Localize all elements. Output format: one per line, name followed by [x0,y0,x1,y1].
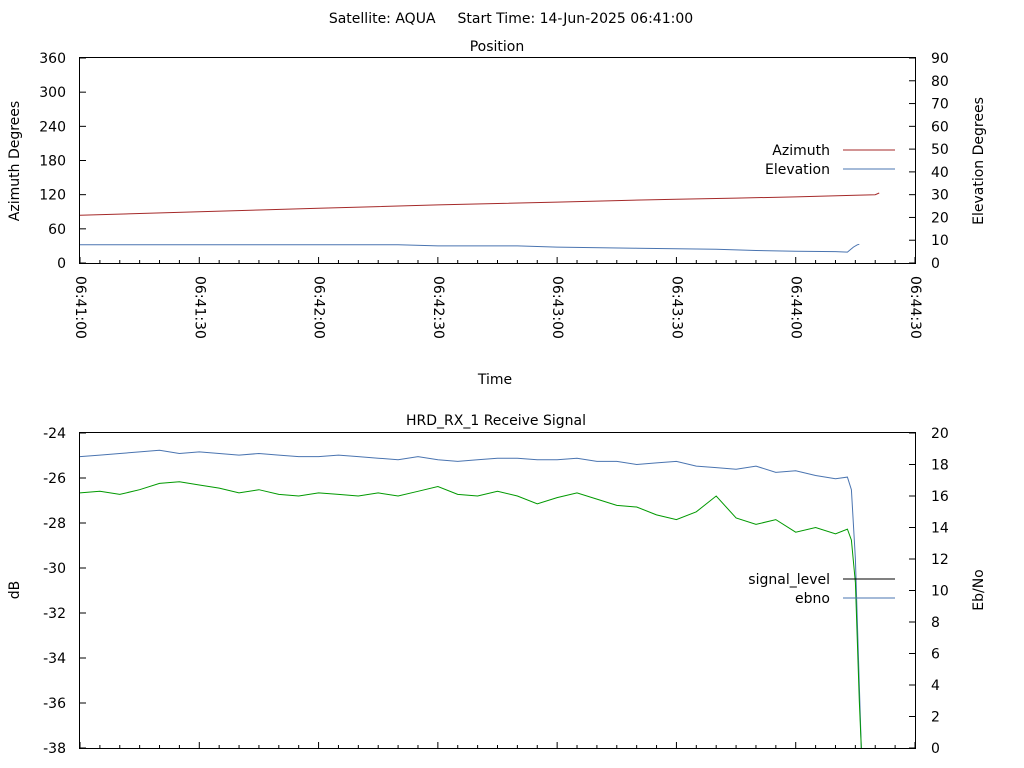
left-tick-label: -30 [43,561,66,577]
right-tick-label: 20 [931,426,949,442]
right-tick-label: 20 [931,210,949,226]
right-tick-label: 12 [931,552,949,568]
db-axis-label: dB [7,581,23,600]
right-tick-label: 90 [931,51,949,67]
right-tick-label: 30 [931,188,949,204]
start-time-label: Start Time: 14-Jun-2025 06:41:00 [458,11,694,27]
right-tick-label: 8 [931,615,940,631]
left-tick-label: 300 [39,85,66,101]
left-tick-label: -36 [43,696,66,712]
right-tick-label: 0 [931,256,940,272]
azimuth-axis-label: Azimuth Degrees [7,101,23,221]
chart-header: Satellite: AQUA Start Time: 14-Jun-2025 0… [329,11,693,27]
position-chart-frame [79,57,916,264]
receive-signal-chart-series [79,449,862,749]
legend-label: signal_level [748,572,830,588]
series-line-ebno [79,449,862,749]
right-tick-label: 50 [931,142,949,158]
position-chart-ticks: 0 60 120 180 240 300 360 0 10 20 30 40 50 60 70 80 90 06:… [39,51,949,339]
right-tick-label: 14 [931,521,949,537]
right-tick-label: 4 [931,678,940,694]
x-tick-label: 06:43:30 [668,276,684,339]
left-tick-label: 0 [57,256,66,272]
right-tick-label: 70 [931,97,949,113]
left-tick-label: -32 [43,606,66,622]
position-chart-series [79,192,880,253]
position-chart-xlabel: Time [477,372,512,388]
right-tick-label: 0 [931,741,940,757]
series-line-ebno-secondary [79,481,862,749]
x-tick-label: 06:41:30 [191,276,207,339]
elevation-axis-label: Elevation Degrees [971,97,987,225]
satellite-label: Satellite: AQUA [329,11,436,27]
left-tick-label: -26 [43,471,66,487]
right-tick-label: 40 [931,165,949,181]
right-tick-label: 18 [931,458,949,474]
left-tick-label: 60 [48,222,66,238]
left-tick-label: -34 [43,651,66,667]
right-tick-label: 60 [931,119,949,135]
left-tick-label: -38 [43,741,66,757]
left-tick-label: -28 [43,516,66,532]
x-tick-label: 06:42:30 [430,276,446,339]
legend-label: Azimuth [772,143,830,159]
right-tick-label: 6 [931,647,940,663]
left-tick-label: 360 [39,51,66,67]
series-line-elevation [80,243,860,253]
left-tick-label: 120 [39,188,66,204]
right-tick-label: 16 [931,489,949,505]
right-tick-label: 10 [931,584,949,600]
legend-label: Elevation [765,162,830,178]
x-tick-label: 06:44:30 [907,276,923,339]
left-tick-label: -24 [43,426,66,442]
right-tick-label: 2 [931,710,940,726]
receive-signal-chart-title: HRD_RX_1 Receive Signal [406,413,586,429]
legend-label: ebno [795,591,830,607]
receive-signal-chart-frame [79,432,916,749]
x-tick-label: 06:41:00 [72,276,88,339]
x-tick-label: 06:42:00 [311,276,327,339]
left-tick-label: 180 [39,154,66,170]
right-tick-label: 10 [931,233,949,249]
ebno-axis-label: Eb/No [971,569,987,611]
series-line-azimuth [79,192,880,216]
position-chart-legend: Azimuth Elevation [765,143,895,178]
position-chart: Position Time Azimuth Degrees Elevation … [7,39,987,388]
x-tick-label: 06:43:00 [549,276,565,339]
position-chart-title: Position [470,39,525,55]
left-tick-label: 240 [39,119,66,135]
right-tick-label: 80 [931,74,949,90]
x-tick-label: 06:44:00 [788,276,804,339]
receive-signal-chart: HRD_RX_1 Receive Signal dB Eb/No -38 -36 -… [7,413,987,757]
